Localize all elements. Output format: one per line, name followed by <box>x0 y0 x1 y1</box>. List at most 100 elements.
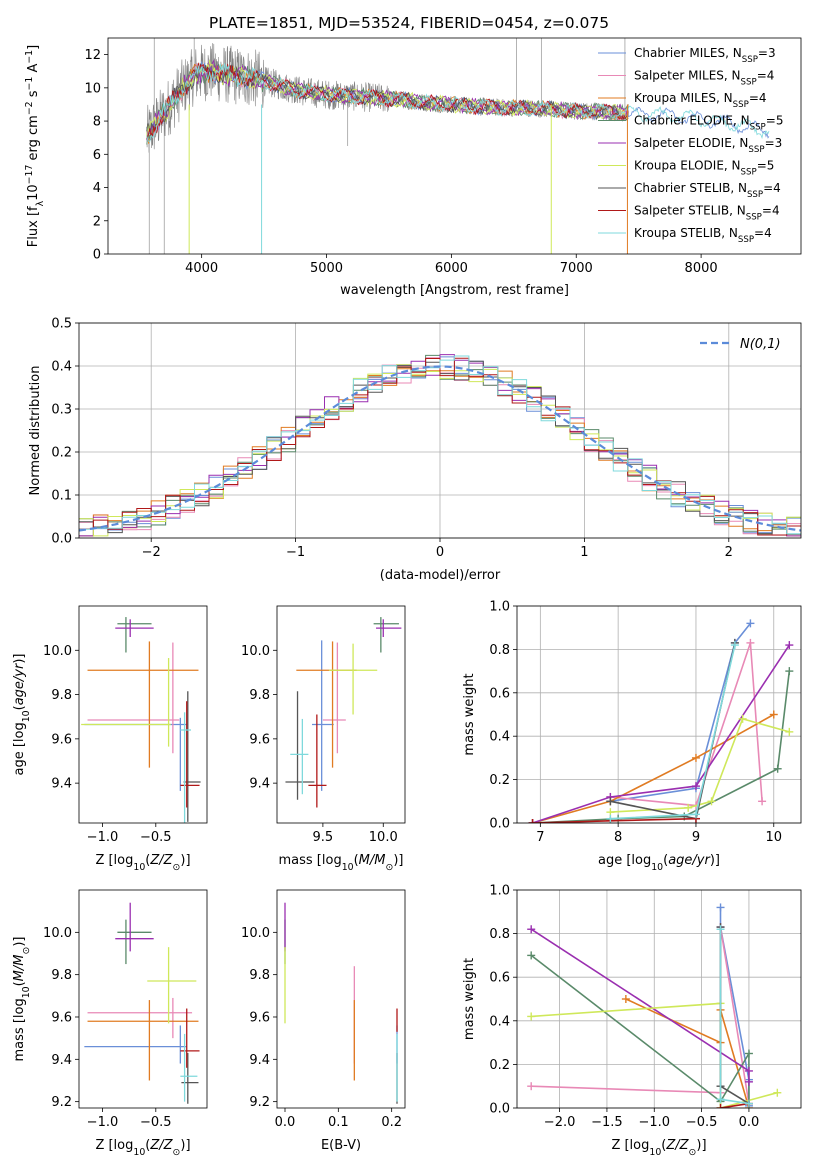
x-tick-label: 10.0 <box>369 830 398 845</box>
label-part: =3 <box>765 136 783 150</box>
errorbar-chabrier_elodie <box>117 919 152 965</box>
plot-area <box>528 619 794 823</box>
label-part: −1 <box>24 77 35 91</box>
x-tick-label: 0.0 <box>275 1115 296 1130</box>
errorbar-salpeter_miles <box>87 642 180 754</box>
errorbar-chabrier_miles <box>84 1025 187 1064</box>
y-tick-label: 9.2 <box>51 1095 72 1110</box>
plot-area <box>527 903 782 1108</box>
x-tick-label: −0.5 <box>140 1115 172 1130</box>
label-part: 10 <box>649 1147 661 1158</box>
errorbar-chabrier_elodie <box>373 617 399 653</box>
label-part: )] <box>710 853 720 868</box>
y-tick-label: 1.0 <box>489 600 510 615</box>
label-part: Flux [f <box>26 206 41 247</box>
label-part: =3 <box>758 46 776 60</box>
figure-title: PLATE=1851, MJD=53524, FIBERID=0454, z=0… <box>209 14 609 32</box>
label-part: ⊙ <box>21 947 32 955</box>
y-tick-label: 0.2 <box>51 446 72 461</box>
label-part: Z/Z <box>149 853 173 868</box>
y-tick-label: 9.4 <box>249 777 270 792</box>
x-axis-label: age [log10(age/yr)] <box>598 853 720 873</box>
x-tick-label: 1 <box>580 545 588 560</box>
series-chabrier_elodie <box>527 951 753 1108</box>
label-part: Salpeter MILES, N <box>634 69 741 83</box>
errorbar-salpeter_stelib <box>180 1008 200 1068</box>
errorbar-chabrier_miles <box>84 717 187 791</box>
x-tick-label: 6000 <box>435 261 468 276</box>
x-tick-label: −1.5 <box>591 1115 623 1130</box>
y-tick-label: 9.4 <box>51 777 72 792</box>
errorbar-kroupa_stelib <box>180 1033 198 1102</box>
label-part: 10 <box>26 184 41 201</box>
label-part: Z/Z <box>665 1138 689 1153</box>
legend-entry: Kroupa STELIB, NSSP=4 <box>634 226 772 245</box>
label-part: ( <box>354 853 359 868</box>
errorbar-salpeter_miles <box>87 997 193 1039</box>
histogram-kroupa_stelib <box>79 355 801 535</box>
chart-mass_vs_Z: −1.0 −0.59.29.49.69.810.0Z [log10(Z/Z⊙)]m… <box>12 889 208 1158</box>
y-tick-label: 2 <box>93 214 101 229</box>
errorbar-salpeter_elodie <box>115 619 154 637</box>
label-part: ( <box>145 1138 150 1153</box>
series-kroupa_stelib <box>716 925 753 1108</box>
legend-entry: Kroupa ELODIE, NSSP=5 <box>634 159 774 178</box>
label-part: erg cm <box>26 115 41 164</box>
label-part: age [log <box>598 853 651 868</box>
y-tick-label: 12 <box>84 48 101 63</box>
errorbar-salpeter_elodie <box>376 619 402 637</box>
label-part: Z [log <box>611 1138 649 1153</box>
label-part: =4 <box>754 226 772 240</box>
x-axis-label: E(B-V) <box>321 1138 361 1153</box>
label-part: 10 <box>133 1147 145 1158</box>
errorbar-kroupa_miles <box>296 641 357 768</box>
chart-age_vs_mass: 9.5 10.0 9.4 9.6 9.8 10.0 mass [log10(M/M⊙)] <box>241 605 406 873</box>
y-tick-label: 0.4 <box>489 730 510 745</box>
label-part: ] <box>26 45 41 50</box>
series-line <box>532 713 775 823</box>
axes-frame <box>276 889 406 1109</box>
legend: N(0,1) <box>700 337 781 352</box>
label-part: =4 <box>757 69 775 83</box>
series-salpeter_elodie <box>527 925 753 1086</box>
x-axis-label: mass [log10(M/M⊙)] <box>279 853 404 873</box>
y-tick-label: 0.0 <box>489 1102 510 1117</box>
y-tick-label: 9.4 <box>51 1053 72 1068</box>
errorbar-kroupa_stelib <box>180 712 191 823</box>
model-spectrum-kroupa_stelib <box>146 63 770 143</box>
y-tick-label: 9.6 <box>51 1010 72 1025</box>
legend-entry: Salpeter MILES, NSSP=4 <box>634 69 774 88</box>
series-line <box>532 671 791 823</box>
axes-frame <box>107 37 802 255</box>
label-part: ( <box>12 981 27 986</box>
normal-curve <box>79 365 801 532</box>
x-tick-label: −0.5 <box>140 830 172 845</box>
model-spectrum-kroupa_elodie <box>146 60 629 137</box>
label-part: =5 <box>757 159 775 173</box>
y-tick-label: 9.8 <box>51 688 72 703</box>
series-line <box>610 642 763 807</box>
legend-entry: Chabrier STELIB, NSSP=4 <box>634 181 781 200</box>
series-line <box>530 954 750 1104</box>
label-part: Kroupa STELIB, N <box>634 226 738 240</box>
y-tick-label: 0.0 <box>489 817 510 832</box>
x-tick-label: 0.1 <box>328 1115 349 1130</box>
label-part: SSP <box>741 168 757 178</box>
label-part: M/M <box>359 853 386 868</box>
x-tick-label: 2 <box>725 545 733 560</box>
label-part: =4 <box>749 91 767 105</box>
errorbar-kroupa_elodie <box>328 643 378 715</box>
errorbar-chabrier_miles <box>312 640 334 791</box>
label-part: )] <box>12 653 27 663</box>
label-part: age/yr <box>668 853 711 868</box>
series-line <box>531 926 750 1104</box>
chart-spectrum: 4000 5000 6000 7000 8000 0 2 4 6 8 10 12 wavelength … <box>24 37 802 298</box>
label-part: SSP <box>738 235 754 245</box>
y-tick-label: 4 <box>93 181 101 196</box>
label-part: Z [log <box>95 1138 133 1153</box>
label-part: λ <box>35 200 46 206</box>
y-tick-label: 9.6 <box>249 1010 270 1025</box>
label-part: ⊙ <box>173 1147 181 1158</box>
